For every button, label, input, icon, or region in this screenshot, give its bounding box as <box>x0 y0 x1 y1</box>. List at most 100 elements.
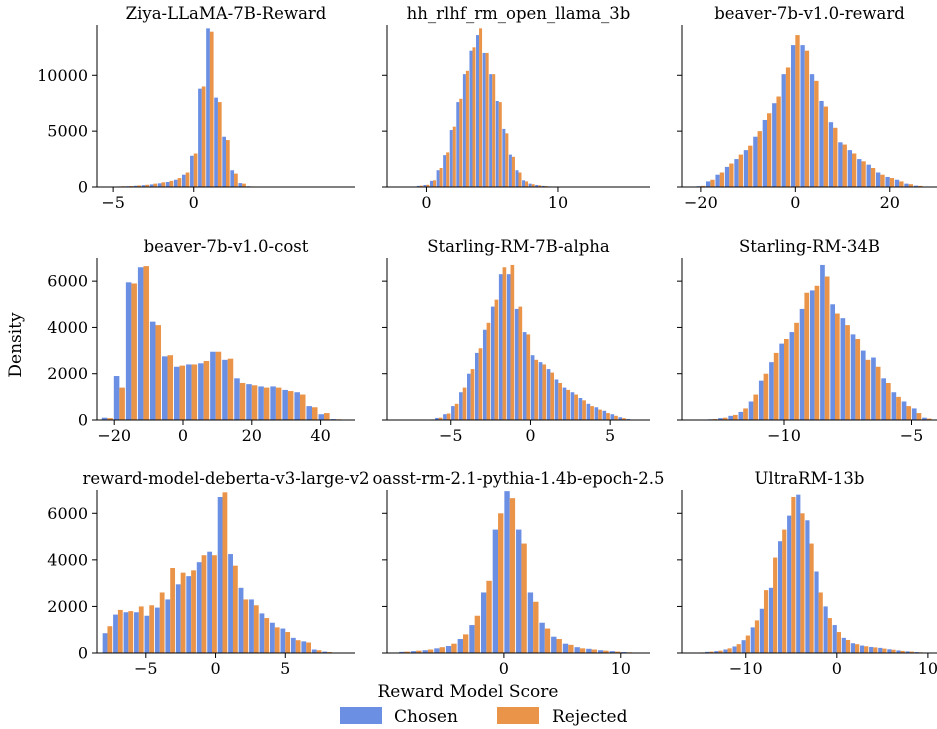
subplot-title: Starling-RM-34B <box>739 237 880 256</box>
bar-chosen <box>878 647 883 653</box>
subplot-3: beaver-7b-v1.0-reward −20 0 20 <box>677 4 937 212</box>
bar-chosen <box>246 384 252 420</box>
bar-rejected <box>427 649 434 653</box>
legend-label-chosen: Chosen <box>394 707 458 727</box>
bar-chosen <box>482 52 486 188</box>
bar-chosen <box>823 606 828 653</box>
bar-chosen <box>866 164 871 187</box>
bar-chosen <box>198 363 204 420</box>
bar-rejected <box>763 373 769 420</box>
bar-chosen <box>860 350 866 420</box>
bar-chosen <box>516 529 522 653</box>
bar-rejected <box>275 387 282 420</box>
bar-chosen <box>469 625 475 653</box>
bar-chosen <box>819 100 824 187</box>
legend-swatch-chosen <box>340 707 382 724</box>
bar-rejected <box>899 181 904 187</box>
bar-chosen <box>901 401 907 420</box>
bar-rejected <box>454 403 459 420</box>
bar-chosen <box>841 637 846 653</box>
bar-rejected <box>511 156 515 187</box>
bar-chosen <box>805 520 810 653</box>
bar-chosen <box>186 576 192 653</box>
bar-rejected <box>239 382 246 420</box>
bar-chosen <box>896 650 901 653</box>
y-tick-label: 6000 <box>47 272 88 291</box>
bar-rejected <box>462 387 467 420</box>
bar-rejected <box>710 179 715 187</box>
bar-rejected <box>908 184 914 187</box>
subplot-title: oasst-rm-2.1-pythia-1.4b-epoch-2.5 <box>373 469 665 488</box>
bar-chosen <box>885 176 890 187</box>
bar-rejected <box>492 74 496 187</box>
bar-chosen <box>462 74 466 187</box>
bar-chosen <box>222 359 228 420</box>
bar-chosen <box>586 648 592 653</box>
bar-rejected <box>729 163 734 187</box>
bar-rejected <box>833 127 838 187</box>
bar-rejected <box>889 178 895 187</box>
x-tick-label: −5 <box>439 426 463 445</box>
x-tick-label: 0 <box>421 193 431 212</box>
x-tick-label: −5 <box>134 659 158 678</box>
x-tick-label: −5 <box>900 426 924 445</box>
y-tick-label: 4000 <box>47 550 88 569</box>
bar-rejected <box>251 385 258 420</box>
bar-rejected <box>590 406 594 420</box>
bar-chosen <box>137 267 144 420</box>
x-tick-label: −10 <box>729 659 763 678</box>
bar-chosen <box>430 180 434 187</box>
bar-rejected <box>873 647 878 653</box>
y-tick-label: 10000 <box>37 66 88 85</box>
x-tick-label: 0 <box>525 426 535 445</box>
subplot-title: beaver-7b-v1.0-cost <box>144 237 309 256</box>
bar-rejected <box>733 414 738 420</box>
subplot-title: Starling-RM-7B-alpha <box>427 237 610 256</box>
bar-rejected <box>439 647 445 653</box>
bar-rejected <box>169 180 174 187</box>
bar-chosen <box>750 627 755 653</box>
bar-chosen <box>154 607 160 653</box>
bar-rejected <box>579 648 586 653</box>
bar-chosen <box>535 184 539 187</box>
bar-rejected <box>253 605 259 653</box>
bar-chosen <box>514 308 519 420</box>
bar-rejected <box>295 640 301 653</box>
y-axis-label: Density <box>6 312 26 378</box>
bar-rejected <box>299 394 306 420</box>
bar-rejected <box>791 496 796 653</box>
x-tick-label: −20 <box>684 193 718 212</box>
bar-chosen <box>113 614 118 653</box>
bar-rejected <box>138 606 144 653</box>
bar-rejected <box>227 358 234 420</box>
x-tick-label: 0 <box>210 659 220 678</box>
bar-rejected <box>451 643 457 653</box>
bar-rejected <box>446 413 451 420</box>
bar-chosen <box>230 170 235 187</box>
bar-chosen <box>743 150 749 187</box>
bar-chosen <box>198 88 202 187</box>
bar-rejected <box>842 144 847 187</box>
bar-rejected <box>700 185 706 187</box>
bar-rejected <box>804 50 810 188</box>
bar-rejected <box>462 634 469 653</box>
bar-rejected <box>498 513 504 653</box>
subplot-2: hh_rlhf_rm_open_llama_3b 0 10 <box>382 4 650 212</box>
bar-chosen <box>894 179 900 187</box>
bar-rejected <box>433 180 437 187</box>
bar-rejected <box>738 154 744 187</box>
bar-rejected <box>896 396 901 420</box>
x-tick-label: −5 <box>101 193 125 212</box>
bar-chosen <box>423 184 427 187</box>
bar-rejected <box>814 285 820 420</box>
bar-rejected <box>745 635 750 653</box>
bar-chosen <box>161 356 168 420</box>
bar-chosen <box>125 282 132 420</box>
bar-rejected <box>438 417 443 420</box>
bar-chosen <box>222 136 226 187</box>
bar-chosen <box>881 378 886 420</box>
bar-chosen <box>480 592 487 653</box>
bar-chosen <box>781 74 786 187</box>
bar-rejected <box>603 650 609 653</box>
bar-chosen <box>436 170 440 187</box>
